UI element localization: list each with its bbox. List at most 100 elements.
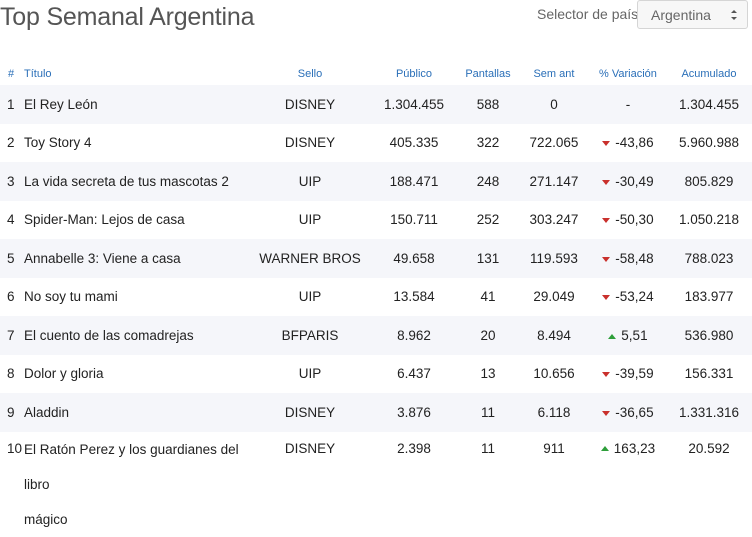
variation-value: 5,51 xyxy=(621,327,648,343)
total-cell: 183.977 xyxy=(684,289,734,305)
variation-cell: - xyxy=(590,85,666,124)
total-cell: 20.592 xyxy=(688,440,730,456)
prev-week-cell: 6.118 xyxy=(537,404,571,420)
title-cell: No soy tu mami xyxy=(24,289,118,305)
title-cell: Annabelle 3: Viene a casa xyxy=(24,250,181,266)
screens-cell: 20 xyxy=(480,327,496,343)
screens-cell: 131 xyxy=(476,250,500,266)
prev-week-cell: 10.656 xyxy=(533,366,575,382)
col-header-prev-week[interactable]: Sem ant xyxy=(533,68,575,80)
rank-cell: 9 xyxy=(7,404,15,420)
prev-week-cell: 119.593 xyxy=(530,250,578,266)
label-cell: UIP xyxy=(298,366,322,382)
public-cell: 188.471 xyxy=(389,173,439,189)
total-cell: 536.980 xyxy=(684,327,734,343)
table-row: 6 No soy tu mami UIP 13.584 41 29.049 -53,24 18… xyxy=(0,278,752,317)
prev-week-cell: 303.247 xyxy=(529,212,579,228)
col-header-screens[interactable]: Pantallas xyxy=(465,68,511,80)
col-header-public[interactable]: Público xyxy=(395,68,433,80)
variation-value: -43,86 xyxy=(615,135,654,151)
public-cell: 1.304.455 xyxy=(383,96,445,112)
total-cell: 805.829 xyxy=(684,173,734,189)
table-header-row: # Título Sello Público Pantallas Sem ant… xyxy=(0,63,752,85)
col-header-title[interactable]: Título xyxy=(24,68,52,80)
col-header-variation[interactable]: % Variación xyxy=(599,68,657,80)
prev-week-cell: 722.065 xyxy=(529,135,579,151)
rank-cell: 6 xyxy=(7,289,15,305)
select-arrows-icon xyxy=(731,10,737,20)
variation-value: -58,48 xyxy=(615,250,654,266)
label-cell: DISNEY xyxy=(284,440,336,456)
country-select-value: Argentina xyxy=(651,7,711,23)
screens-cell: 11 xyxy=(480,404,495,420)
public-cell: 6.437 xyxy=(397,366,431,382)
trend-down-icon xyxy=(602,141,611,147)
total-cell: 788.023 xyxy=(684,250,734,266)
public-cell: 49.658 xyxy=(393,250,435,266)
prev-week-cell: 29.049 xyxy=(533,289,575,305)
label-cell: DISNEY xyxy=(284,96,336,112)
screens-cell: 322 xyxy=(476,135,500,151)
total-cell: 156.331 xyxy=(684,366,734,382)
prev-week-cell: 8.494 xyxy=(537,327,571,343)
col-header-rank[interactable]: # xyxy=(8,68,15,80)
country-select[interactable]: Argentina xyxy=(637,0,748,29)
weekly-ranking-table: # Título Sello Público Pantallas Sem ant… xyxy=(0,63,752,537)
trend-down-icon xyxy=(602,218,611,224)
variation-cell: -30,49 xyxy=(590,162,666,201)
table-row: 3 La vida secreta de tus mascotas 2 UIP 188… xyxy=(0,162,752,201)
label-cell: BFPARIS xyxy=(281,327,339,343)
title-line: El Ratón Perez y los guardianes del libr… xyxy=(24,441,239,492)
variation-value: -39,59 xyxy=(615,366,654,382)
col-header-label[interactable]: Sello xyxy=(297,68,323,80)
variation-value: -30,49 xyxy=(615,173,654,189)
title-cell: Spider-Man: Lejos de casa xyxy=(24,212,185,228)
screens-cell: 248 xyxy=(476,173,500,189)
label-cell: UIP xyxy=(298,289,322,305)
label-cell: UIP xyxy=(298,212,322,228)
table-row: 7 El cuento de las comadrejas BFPARIS 8.962… xyxy=(0,316,752,355)
public-cell: 150.711 xyxy=(390,212,438,228)
rank-cell: 5 xyxy=(7,250,15,266)
variation-cell: -58,48 xyxy=(590,239,666,278)
label-cell: UIP xyxy=(298,173,322,189)
col-header-total[interactable]: Acumulado xyxy=(681,68,737,80)
variation-cell: -43,86 xyxy=(590,124,666,163)
variation-value: -50,30 xyxy=(615,212,654,228)
screens-cell: 41 xyxy=(480,289,496,305)
screens-cell: 13 xyxy=(480,366,496,382)
screens-cell: 252 xyxy=(476,212,500,228)
variation-value: -53,24 xyxy=(615,289,654,305)
rank-cell: 2 xyxy=(7,135,15,151)
variation-cell: -36,65 xyxy=(590,393,666,432)
trend-down-icon xyxy=(602,410,611,416)
trend-down-icon xyxy=(602,256,611,262)
title-cell: Dolor y gloria xyxy=(24,366,104,382)
table-row: 9 Aladdin DISNEY 3.876 11 6.118 -36,65 1.331.31… xyxy=(0,393,752,432)
title-cell: Toy Story 4 xyxy=(24,135,92,151)
rank-cell: 3 xyxy=(7,173,15,189)
screens-cell: 11 xyxy=(480,440,495,456)
rank-cell: 10 xyxy=(7,440,23,456)
label-cell: DISNEY xyxy=(284,404,336,420)
title-cell: La vida secreta de tus mascotas 2 xyxy=(24,173,229,189)
total-cell: 1.331.316 xyxy=(678,404,739,420)
prev-week-cell: 911 xyxy=(543,440,565,456)
title-cell: Aladdin xyxy=(24,404,70,420)
table-row: 1 El Rey León DISNEY 1.304.455 588 0 - 1.304.45… xyxy=(0,85,752,124)
public-cell: 405.335 xyxy=(389,135,439,151)
title-cell: El Ratón Perez y los guardianes del libr… xyxy=(22,432,250,537)
title-line: mágico xyxy=(24,511,68,527)
trend-up-icon xyxy=(600,446,609,452)
title-cell: El cuento de las comadrejas xyxy=(24,327,194,343)
variation-cell: -39,59 xyxy=(590,355,666,394)
label-cell: WARNER BROS xyxy=(259,250,361,266)
page-title: Top Semanal Argentina xyxy=(0,3,255,31)
rank-cell: 1 xyxy=(7,96,15,112)
table-row: 5 Annabelle 3: Viene a casa WARNER BROS 49.… xyxy=(0,239,752,278)
variation-value: - xyxy=(625,96,631,112)
table-row: 10 El Ratón Perez y los guardianes del li… xyxy=(0,432,752,537)
prev-week-cell: 271.147 xyxy=(529,173,579,189)
trend-up-icon xyxy=(608,333,617,339)
trend-down-icon xyxy=(602,179,611,185)
